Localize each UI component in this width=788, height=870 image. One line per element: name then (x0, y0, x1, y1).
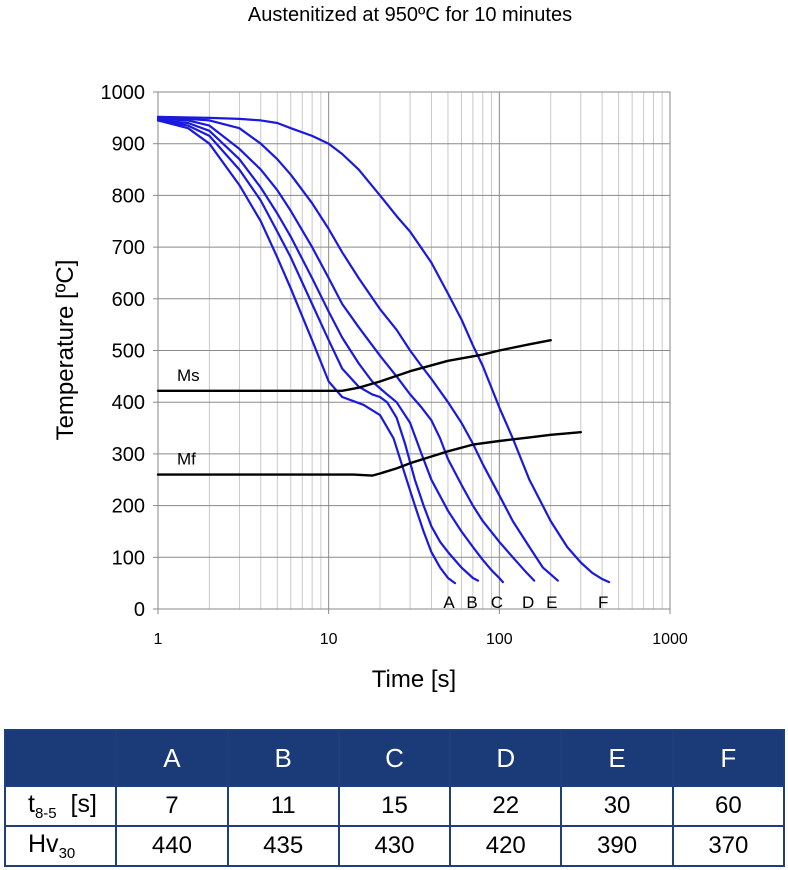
results-table: A B C D E F t8-5 [s] 7 11 15 22 30 60 Hv… (3, 729, 786, 867)
row-label-sub: 8-5 (34, 805, 57, 822)
row-label-main: t (28, 790, 35, 818)
table-header-cell: B (226, 729, 340, 787)
series-lines (156, 115, 611, 585)
curve-label-e: E (546, 593, 557, 612)
curve-labels: A B C D E F Ms Mf (177, 366, 608, 612)
x-tick-label: 10 (320, 631, 338, 648)
row-label-sub: 30 (58, 845, 76, 862)
y-tick-label: 500 (112, 341, 145, 363)
y-tick-label: 700 (112, 237, 145, 259)
table-cell: 390 (560, 825, 674, 867)
table-cell: 370 (671, 825, 786, 867)
table-cell: 11 (226, 785, 340, 827)
x-tick-label: 1000 (652, 631, 688, 648)
table-cell: 440 (115, 825, 229, 867)
table-cell: 420 (449, 825, 563, 867)
table-cell: 22 (449, 785, 563, 827)
series-line-b (156, 119, 480, 582)
curve-label-ms: Ms (177, 366, 200, 385)
table-cell: 15 (337, 785, 452, 827)
y-tick-label: 300 (112, 444, 145, 466)
curve-label-mf: Mf (177, 450, 196, 469)
y-tick-label: 900 (112, 134, 145, 156)
y-tick-label: 600 (112, 289, 145, 311)
y-tick-label: 1000 (101, 82, 146, 104)
curve-label-d: D (522, 593, 534, 612)
table-row-t85: t8-5 [s] 7 11 15 22 30 60 (3, 785, 786, 827)
y-tick-label: 800 (112, 185, 145, 207)
row-label-unit: [s] (70, 790, 97, 818)
table-corner-cell (3, 729, 118, 787)
series-line-e (156, 116, 559, 582)
table-header-cell: C (337, 729, 452, 787)
y-tick-label: 200 (112, 496, 145, 518)
series-line-a (156, 119, 457, 585)
x-axis-label: Time [s] (372, 666, 456, 693)
row-label-main: Hv (28, 830, 59, 858)
table-cell: 7 (115, 785, 229, 827)
curve-label-f: F (598, 593, 608, 612)
x-tick-label: 1 (154, 631, 163, 648)
table-cell: 435 (226, 825, 340, 867)
y-tick-label: 400 (112, 392, 145, 414)
row-label-hv: Hv30 (3, 825, 118, 867)
table-cell: 30 (560, 785, 674, 827)
table-header-cell: F (671, 729, 786, 787)
table-cell: 430 (337, 825, 452, 867)
plot-frame (157, 91, 671, 610)
curve-label-b: B (466, 593, 477, 612)
y-tick-label: 100 (112, 547, 145, 569)
table-row-hv: Hv30 440 435 430 420 390 370 (3, 825, 786, 867)
cooling-curve-chart: 1 10 100 1000 0 100 200 300 400 500 600 700 800 900 10… (52, 82, 688, 693)
y-tick-label: 0 (134, 599, 145, 621)
series-line-ms (156, 339, 552, 392)
x-tick-label: 100 (486, 631, 513, 648)
series-line-f (156, 115, 611, 584)
curve-label-c: C (491, 593, 503, 612)
table-header-cell: A (115, 729, 229, 787)
y-axis-label: Temperature [ºC] (52, 260, 79, 441)
table-header-cell: D (449, 729, 563, 787)
table-cell: 60 (671, 785, 786, 827)
chart-title: Austenitized at 950ºC for 10 minutes (247, 4, 573, 26)
table-header-cell: E (560, 729, 674, 787)
row-label-t85: t8-5 [s] (3, 785, 118, 827)
curve-label-a: A (443, 593, 455, 612)
series-line-mf (156, 431, 582, 477)
series-line-c (156, 119, 504, 584)
series-line-d (156, 117, 536, 582)
tick-labels: 1 10 100 1000 0 100 200 300 400 500 600 700 800 900 10… (101, 82, 688, 648)
table-header-row: A B C D E F (3, 729, 786, 787)
